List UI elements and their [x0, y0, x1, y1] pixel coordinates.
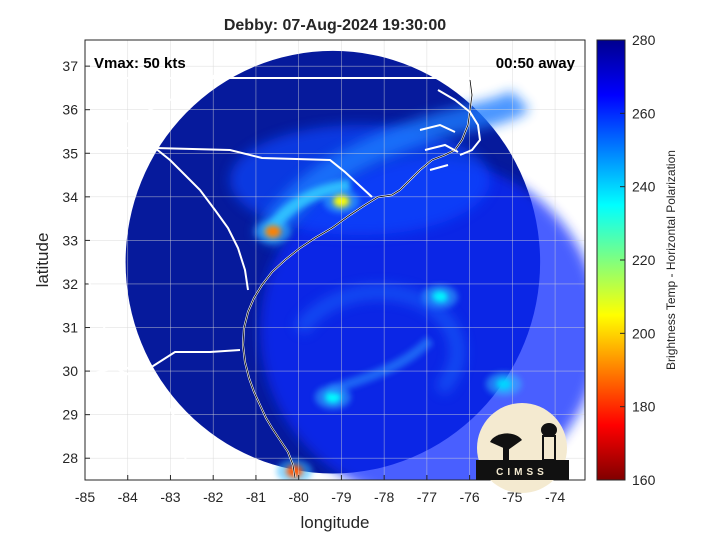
y-tick-label: 32 — [62, 276, 78, 292]
colorbar-tick-label: 260 — [632, 105, 656, 121]
time-away-annotation: 00:50 away — [496, 55, 576, 72]
colorbar-tick-labels: 280 260 240 220 200 180 160 — [620, 32, 656, 488]
colorbar-tick-label: 220 — [632, 252, 656, 268]
y-tick-label: 33 — [62, 232, 78, 248]
colorbar-label: Brightness Temp - Horizontal Polarizatio… — [664, 150, 678, 370]
logo-dish-icon — [490, 433, 522, 450]
pamlico-sound-shore — [419, 123, 459, 171]
chart-title: Debby: 07-Aug-2024 19:30:00 — [224, 17, 446, 34]
x-tick-label: -75 — [502, 489, 522, 505]
y-tick-label: 29 — [62, 407, 78, 423]
southern-band — [328, 336, 434, 395]
y-tick-label: 28 — [62, 450, 78, 466]
coastline-map — [85, 74, 482, 479]
logo-tower-tank — [541, 423, 557, 437]
logo-text: CIMSS — [496, 467, 548, 478]
x-tick-label: -74 — [545, 489, 565, 505]
state-border-ga-fl — [115, 349, 241, 369]
y-tick-labels: 28 29 30 31 32 33 34 35 36 37 — [62, 58, 78, 466]
x-tick-labels: -85 -84 -83 -82 -81 -80 -79 -78 -77 -76 -75 -74 — [75, 489, 566, 505]
y-tick-label: 30 — [62, 363, 78, 379]
x-tick-label: -85 — [75, 489, 95, 505]
convective-cell — [265, 225, 282, 238]
colorbar-tick-label: 240 — [632, 179, 656, 195]
state-border-ga-sc — [154, 147, 249, 291]
y-tick-label: 36 — [62, 102, 78, 118]
x-tick-label: -76 — [459, 489, 479, 505]
vmax-annotation: Vmax: 50 kts — [94, 55, 186, 72]
cimss-logo: CIMSS — [476, 403, 569, 493]
x-tick-label: -77 — [417, 489, 437, 505]
state-border-ga-al — [85, 269, 113, 361]
logo-building — [476, 460, 569, 480]
y-tick-label: 37 — [62, 58, 78, 74]
colorbar-tick-label: 280 — [632, 32, 656, 48]
convective-cell — [495, 378, 512, 391]
spiral-band — [294, 285, 465, 395]
y-axis-label: latitude — [33, 233, 52, 288]
x-tick-label: -83 — [160, 489, 180, 505]
x-tick-label: -79 — [331, 489, 351, 505]
colorbar-tick-label: 180 — [632, 399, 656, 415]
axes-frame — [84, 39, 586, 481]
x-tick-label: -80 — [289, 489, 309, 505]
x-tick-label: -82 — [203, 489, 223, 505]
state-border-nc-tn — [109, 74, 216, 131]
y-tick-label: 31 — [62, 320, 78, 336]
grid-lines — [84, 40, 585, 480]
convective-cell — [431, 291, 448, 304]
x-axis-label: longitude — [300, 513, 369, 532]
colorbar-tick-label: 160 — [632, 472, 656, 488]
y-tick-label: 34 — [62, 189, 78, 205]
coastline-florida-panhandle — [85, 366, 187, 471]
logo-dish-stand — [503, 446, 509, 460]
y-tick-label: 35 — [62, 145, 78, 161]
x-tick-label: -81 — [246, 489, 266, 505]
colorbar-tick-label: 200 — [632, 325, 656, 341]
outer-banks — [437, 89, 482, 156]
x-tick-label: -84 — [118, 489, 138, 505]
x-tick-label: -78 — [374, 489, 394, 505]
coastline-southeast-edge — [242, 79, 473, 479]
convective-cell — [324, 391, 341, 404]
